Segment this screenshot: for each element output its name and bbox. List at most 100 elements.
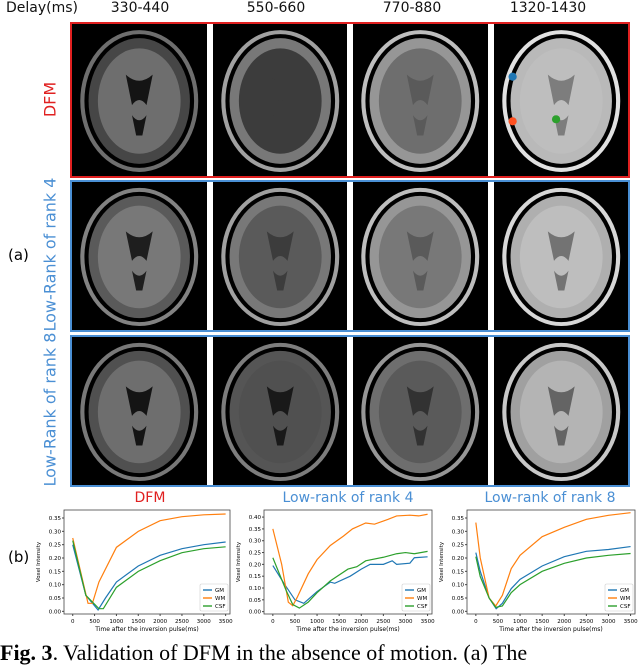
ventricles: [132, 115, 147, 136]
ventricles: [272, 270, 287, 291]
x-tick-label: 2500: [579, 619, 593, 625]
white-matter: [238, 48, 322, 154]
ventricles: [266, 74, 294, 106]
legend-label: WM: [620, 596, 630, 602]
y-tick-label: 0.40: [249, 515, 262, 521]
white-matter: [378, 48, 462, 154]
ventricles: [547, 386, 575, 416]
white-matter: [519, 205, 603, 309]
y-tick-label: 0.15: [249, 574, 262, 580]
series-line-csf: [272, 550, 428, 609]
legend-label: GM: [215, 588, 224, 594]
ventricles: [266, 231, 294, 261]
skull: [220, 342, 339, 482]
row-label-rank4: Low-Rank of rank 4: [40, 177, 60, 332]
x-tick-label: 500: [89, 619, 100, 625]
panel-b-label: (b): [8, 548, 30, 566]
y-tick-label: 0.30: [49, 529, 62, 535]
brain-image: [493, 337, 628, 485]
plot-dfm: 0 500 1000 1500 2000 2500 3000 3500 0.00 0.05 0.10…: [36, 509, 233, 633]
ventricles: [547, 231, 575, 261]
ventricles: [413, 425, 428, 446]
white-matter: [97, 360, 181, 464]
y-tick-label: 0.05: [249, 598, 262, 604]
dfm-image-row: [70, 22, 630, 178]
skull: [501, 342, 620, 482]
skull: [80, 30, 199, 172]
ventricles: [125, 74, 153, 106]
ventricles: [125, 231, 153, 261]
x-axis-label: Time after the inversion pulse(ms): [498, 626, 603, 633]
y-tick-label: 0.00: [249, 610, 262, 616]
x-tick-label: 3000: [601, 619, 615, 625]
brain-image: [212, 182, 347, 330]
ventricles: [272, 425, 287, 446]
brain-image: [72, 24, 207, 176]
x-tick-label: 1000: [109, 619, 123, 625]
ventricles: [553, 425, 568, 446]
ventricles: [125, 386, 153, 416]
y-tick-label: 0.00: [49, 609, 62, 615]
ventricles: [406, 386, 434, 416]
y-tick-label: 0.35: [452, 516, 465, 522]
y-tick-label: 0.10: [249, 586, 262, 592]
skull: [501, 30, 620, 172]
y-tick-label: 0.20: [49, 556, 62, 562]
brain-image: [353, 24, 488, 176]
x-tick-label: 2500: [175, 619, 189, 625]
skull: [80, 187, 199, 327]
x-tick-label: 1500: [535, 619, 549, 625]
white-matter: [519, 360, 603, 464]
caption-fig-number: Fig. 3: [0, 640, 53, 665]
y-tick-label: 0.25: [49, 543, 62, 549]
series-line-gm: [272, 556, 428, 605]
series-line-csf: [475, 552, 631, 608]
ventricles: [272, 115, 287, 136]
legend-label: CSF: [417, 604, 428, 610]
skull: [361, 342, 480, 482]
white-matter: [378, 205, 462, 309]
y-tick-label: 0.30: [249, 539, 262, 545]
delay-col-2: 550-660: [246, 0, 306, 16]
ventricles: [266, 386, 294, 416]
x-axis-label: Time after the inversion pulse(ms): [94, 626, 199, 633]
roi-marker-wm: [551, 115, 560, 124]
ventricles: [413, 115, 428, 136]
x-tick-label: 1000: [513, 619, 527, 625]
brain-image: [353, 337, 488, 485]
ventricles: [413, 270, 428, 291]
series-line-wm: [272, 513, 428, 607]
ventricles: [406, 74, 434, 106]
y-tick-label: 0.20: [452, 556, 465, 562]
legend-label: WM: [215, 596, 225, 602]
ventricles: [406, 231, 434, 261]
delay-col-4: 1320-1430: [509, 0, 587, 16]
skull: [220, 30, 339, 172]
panel-a-label: (a): [8, 246, 29, 264]
skull: [80, 342, 199, 482]
rank4-image-row: [70, 180, 630, 332]
x-tick-label: 0: [474, 619, 478, 625]
plot-title-dfm: DFM: [134, 490, 166, 506]
y-tick-label: 0.25: [452, 543, 465, 549]
brain-image: [353, 182, 488, 330]
brain-image: [212, 24, 347, 176]
legend-label: CSF: [215, 604, 226, 610]
x-axis-label: Time after the inversion pulse(ms): [295, 626, 400, 633]
legend: [604, 583, 634, 612]
skull: [361, 187, 480, 327]
legend-label: GM: [620, 588, 629, 594]
rank8-image-row: [70, 335, 630, 487]
skull: [361, 30, 480, 172]
skull: [220, 187, 339, 327]
y-tick-label: 0.05: [49, 596, 62, 602]
ventricles: [553, 270, 568, 291]
y-tick-label: 0.25: [249, 551, 262, 557]
ventricles: [132, 270, 147, 291]
ventricles: [132, 425, 147, 446]
white-matter: [378, 360, 462, 464]
series-line-gm: [72, 541, 226, 612]
figure-caption: Fig. 3. Validation of DFM in the absence…: [0, 640, 527, 666]
x-tick-label: 0: [271, 619, 275, 625]
x-tick-label: 3000: [197, 619, 211, 625]
